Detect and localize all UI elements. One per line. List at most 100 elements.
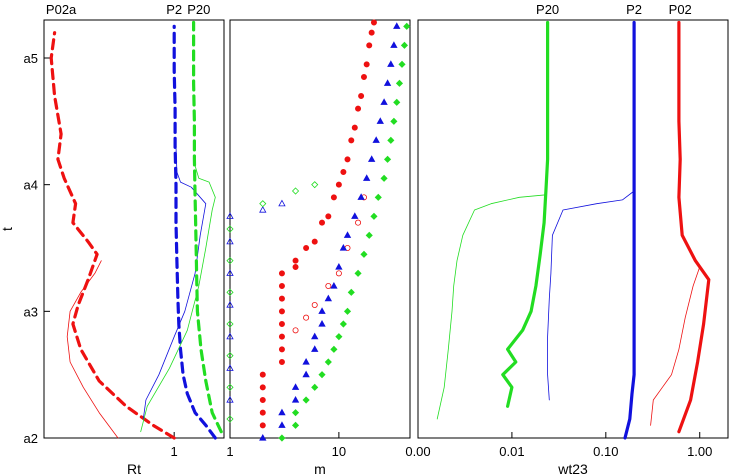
- data-point-triangle: [259, 433, 267, 441]
- data-point-triangle: [324, 294, 333, 302]
- data-point-diamond: [339, 320, 347, 328]
- x-tick-label: 0.01: [499, 444, 524, 459]
- data-point-circle: [348, 137, 355, 144]
- data-point-triangle: [278, 408, 286, 416]
- data-point-circle: [335, 270, 342, 277]
- data-point-circle: [335, 181, 342, 188]
- series-line-green-thin: [436, 194, 547, 420]
- data-point-circle: [303, 314, 310, 321]
- data-point-triangle: [259, 205, 267, 213]
- data-point-diamond: [354, 269, 362, 277]
- data-point-circle: [319, 219, 326, 226]
- data-point-diamond: [311, 181, 319, 189]
- series-line-blue-thick-dashed: [172, 24, 217, 440]
- data-point-diamond: [324, 358, 332, 366]
- x-axis-label: Rt: [127, 461, 141, 476]
- data-point-circle: [360, 74, 367, 81]
- data-point-diamond: [370, 212, 378, 220]
- data-point-triangle: [380, 98, 388, 105]
- data-point-diamond: [383, 155, 392, 163]
- data-point-triangle: [226, 364, 234, 371]
- series-top-label: P2: [166, 2, 182, 17]
- data-point-circle: [278, 270, 285, 277]
- data-point-triangle: [390, 41, 398, 48]
- series-line-red-thick-dashed: [49, 31, 176, 440]
- data-point-triangle: [351, 212, 359, 219]
- data-point-triangle: [278, 421, 286, 428]
- data-point-circle: [366, 42, 373, 49]
- x-tick-label: 1: [171, 444, 178, 459]
- y-tick-label: a2: [24, 431, 38, 446]
- y-tick-label: a5: [24, 51, 38, 66]
- data-point-diamond: [387, 136, 395, 144]
- y-tick-label: a4: [24, 178, 38, 193]
- x-tick-label: 1: [226, 444, 233, 459]
- data-point-diamond: [302, 396, 310, 404]
- data-point-diamond: [259, 200, 267, 208]
- data-point-triangle: [335, 262, 343, 270]
- data-point-triangle: [357, 193, 365, 200]
- data-point-triangle: [226, 212, 234, 219]
- data-point-circle: [278, 320, 285, 327]
- data-point-triangle: [291, 395, 300, 403]
- series-line-green-thick: [501, 20, 550, 408]
- data-point-diamond: [330, 345, 338, 353]
- data-point-circle: [278, 308, 285, 315]
- data-point-triangle: [318, 307, 326, 314]
- data-point-circle: [278, 295, 285, 302]
- data-point-circle: [278, 346, 285, 353]
- data-point-diamond: [343, 307, 352, 315]
- data-point-diamond: [398, 60, 406, 68]
- data-point-diamond: [360, 250, 368, 258]
- data-point-triangle: [318, 319, 326, 327]
- data-point-diamond: [278, 434, 286, 442]
- data-point-diamond: [380, 174, 388, 182]
- data-point-circle: [355, 219, 362, 226]
- data-point-triangle: [226, 237, 234, 245]
- data-point-circle: [259, 384, 266, 391]
- data-point-circle: [292, 263, 299, 270]
- x-tick-label: 0.00: [405, 444, 430, 459]
- data-point-diamond: [226, 288, 234, 296]
- data-point-circle: [259, 422, 266, 429]
- x-tick-label: 1.00: [687, 444, 712, 459]
- data-point-circle: [355, 105, 362, 112]
- data-point-circle: [330, 194, 337, 201]
- series-top-label: P02a: [46, 2, 77, 17]
- series-line-green-thin: [140, 165, 216, 433]
- data-point-circle: [370, 19, 377, 26]
- data-point-circle: [292, 257, 299, 264]
- data-point-triangle: [383, 79, 392, 86]
- series-top-label: P02: [669, 2, 692, 17]
- data-point-triangle: [367, 155, 376, 162]
- data-point-diamond: [226, 257, 234, 265]
- data-point-triangle: [393, 22, 401, 29]
- data-point-triangle: [330, 281, 338, 289]
- data-point-diamond: [335, 333, 343, 341]
- series-line-blue-thin: [547, 190, 635, 401]
- data-point-circle: [358, 93, 365, 100]
- data-point-triangle: [226, 300, 234, 308]
- data-point-diamond: [393, 98, 401, 106]
- panel-frame-Rt: [43, 19, 225, 439]
- y-axis-label: t: [0, 227, 15, 231]
- data-point-triangle: [339, 243, 348, 251]
- data-point-diamond: [403, 22, 411, 30]
- data-point-triangle: [302, 357, 310, 365]
- data-point-circle: [363, 61, 370, 68]
- data-point-circle: [340, 168, 347, 175]
- data-point-diamond: [390, 117, 398, 125]
- data-point-triangle: [376, 117, 384, 124]
- data-point-triangle: [311, 332, 319, 340]
- data-point-circle: [278, 333, 285, 340]
- data-point-diamond: [226, 352, 234, 360]
- data-point-diamond: [226, 383, 234, 391]
- data-point-diamond: [226, 415, 234, 423]
- data-point-triangle: [291, 383, 300, 390]
- data-point-circle: [325, 213, 332, 220]
- data-point-diamond: [400, 41, 408, 49]
- y-tick-label: a3: [24, 304, 38, 319]
- data-point-triangle: [226, 395, 234, 403]
- data-point-circle: [259, 396, 266, 403]
